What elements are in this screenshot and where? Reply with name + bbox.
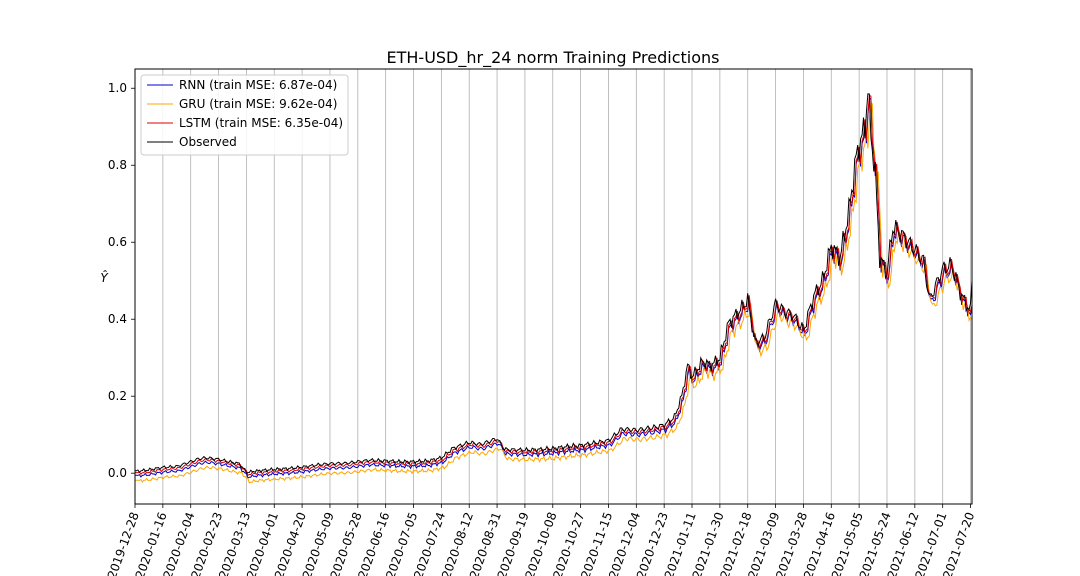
y-tick-label: 0.4 (108, 312, 127, 326)
legend-label: RNN (train MSE: 6.87e-04) (179, 78, 337, 92)
y-tick-label: 0.8 (108, 158, 127, 172)
legend: RNN (train MSE: 6.87e-04) GRU (train MSE:… (140, 74, 349, 156)
y-axis: 0.0 0.2 0.4 0.6 0.8 1.0 (108, 81, 135, 480)
legend-label: LSTM (train MSE: 6.35e-04) (179, 116, 343, 130)
y-tick-label: 0.6 (108, 235, 127, 249)
series-line-1 (135, 102, 973, 484)
series-line-0 (135, 97, 973, 479)
legend-label: Observed (179, 135, 237, 149)
y-tick-label: 0.2 (108, 389, 127, 403)
legend-label: GRU (train MSE: 9.62e-04) (179, 97, 337, 111)
y-tick-label: 1.0 (108, 81, 127, 95)
chart-title: ETH-USD_hr_24 norm Training Predictions (387, 48, 720, 68)
y-tick-label: 0.0 (108, 466, 127, 480)
series-line-3 (134, 93, 973, 475)
legend-box (140, 74, 349, 156)
series-line-2 (135, 95, 973, 477)
plot-frame (134, 68, 973, 505)
y-axis-label: Ŷ (100, 270, 109, 285)
series-lines (134, 93, 973, 484)
